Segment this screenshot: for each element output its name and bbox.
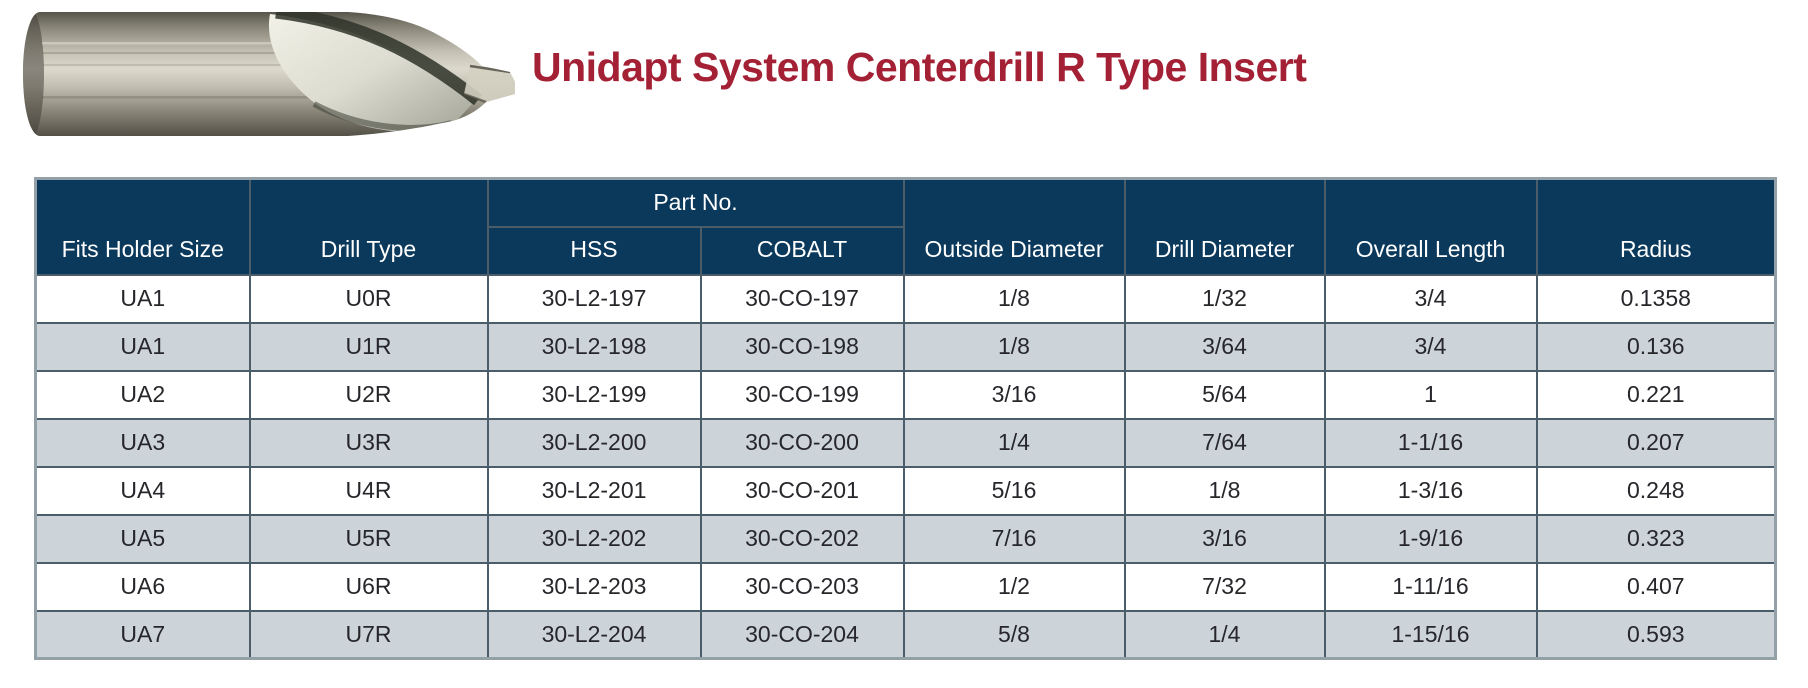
table-cell: 0.407 [1535, 561, 1777, 612]
table-cell: 1/8 [902, 321, 1126, 372]
table-cell: 7/32 [1123, 561, 1326, 612]
table-cell: 0.207 [1535, 417, 1777, 468]
table-cell: 30-L2-199 [486, 369, 702, 420]
table-cell: UA2 [34, 369, 251, 420]
table-cell: 1/4 [902, 417, 1126, 468]
table-cell: 30-L2-198 [486, 321, 702, 372]
col-header-drill-diameter: Drill Diameter [1123, 177, 1326, 276]
table-cell: 1/8 [1123, 465, 1326, 516]
table-cell: UA5 [34, 513, 251, 564]
table-cell: 7/16 [902, 513, 1126, 564]
table-cell: UA1 [34, 321, 251, 372]
table-cell: UA1 [34, 273, 251, 324]
table-cell: 30-CO-204 [699, 609, 905, 660]
col-header-drill-type: Drill Type [248, 177, 489, 276]
table-cell: UA7 [34, 609, 251, 660]
table-cell: 0.221 [1535, 369, 1777, 420]
table-cell: 7/64 [1123, 417, 1326, 468]
col-header-overall-length: Overall Length [1323, 177, 1538, 276]
table-cell: 1-3/16 [1323, 465, 1538, 516]
table-cell: U3R [248, 417, 489, 468]
table-row: UA1 U1R 30-L2-198 30-CO-198 1/8 3/64 3/4 0.136 [34, 321, 1777, 372]
centerdrill-product-photo [18, 8, 520, 140]
table-row: UA7 U7R 30-L2-204 30-CO-204 5/8 1/4 1-15/16 0.5… [34, 609, 1777, 660]
table-cell: 1-9/16 [1323, 513, 1538, 564]
table-cell: 30-CO-203 [699, 561, 905, 612]
table-cell: 30-CO-201 [699, 465, 905, 516]
table-cell: U6R [248, 561, 489, 612]
table-cell: 30-L2-202 [486, 513, 702, 564]
table-cell: UA4 [34, 465, 251, 516]
table-cell: 0.323 [1535, 513, 1777, 564]
table-cell: 0.136 [1535, 321, 1777, 372]
col-header-hss: HSS [486, 225, 702, 276]
table-cell: 1-11/16 [1323, 561, 1538, 612]
table-cell: U2R [248, 369, 489, 420]
table-row: UA6 U6R 30-L2-203 30-CO-203 1/2 7/32 1-11/16 0.… [34, 561, 1777, 612]
col-header-cobalt: COBALT [699, 225, 905, 276]
table-header: Fits Holder Size Drill Type Part No. Out… [34, 177, 1777, 276]
table-cell: 5/8 [902, 609, 1126, 660]
table-cell: 30-L2-197 [486, 273, 702, 324]
table-cell: U4R [248, 465, 489, 516]
table-cell: 0.1358 [1535, 273, 1777, 324]
table-cell: 1/8 [902, 273, 1126, 324]
table-cell: 0.593 [1535, 609, 1777, 660]
table-cell: 30-L2-201 [486, 465, 702, 516]
table-cell: U5R [248, 513, 489, 564]
table-cell: 3/16 [1123, 513, 1326, 564]
centerdrill-photo-illustration [23, 12, 515, 136]
table-cell: 3/4 [1323, 321, 1538, 372]
table-cell: 1/2 [902, 561, 1126, 612]
table-cell: 3/16 [902, 369, 1126, 420]
table-body: UA1 U0R 30-L2-197 30-CO-197 1/8 1/32 3/4 0.1358… [34, 273, 1777, 660]
col-header-fits-holder-size: Fits Holder Size [34, 177, 251, 276]
table-cell: 3/64 [1123, 321, 1326, 372]
table-cell: 1/4 [1123, 609, 1326, 660]
col-header-radius: Radius [1535, 177, 1777, 276]
table-cell: UA3 [34, 417, 251, 468]
spec-table: Fits Holder Size Drill Type Part No. Out… [34, 177, 1777, 660]
table-row: UA5 U5R 30-L2-202 30-CO-202 7/16 3/16 1-9/16 0.… [34, 513, 1777, 564]
table-cell: 30-L2-203 [486, 561, 702, 612]
table-cell: 30-L2-204 [486, 609, 702, 660]
table-cell: 5/64 [1123, 369, 1326, 420]
table-row: UA3 U3R 30-L2-200 30-CO-200 1/4 7/64 1-1/16 0.2… [34, 417, 1777, 468]
table-cell: 5/16 [902, 465, 1126, 516]
table-row: UA1 U0R 30-L2-197 30-CO-197 1/8 1/32 3/4 0.1358 [34, 273, 1777, 324]
table-cell: 30-CO-200 [699, 417, 905, 468]
page-title: Unidapt System Centerdrill R Type Insert [532, 44, 1307, 90]
table-cell: 30-CO-197 [699, 273, 905, 324]
table-row: UA2 U2R 30-L2-199 30-CO-199 3/16 5/64 1 0.221 [34, 369, 1777, 420]
col-header-outside-diameter: Outside Diameter [902, 177, 1126, 276]
table-cell: U7R [248, 609, 489, 660]
table-row: UA4 U4R 30-L2-201 30-CO-201 5/16 1/8 1-3/16 0.2… [34, 465, 1777, 516]
table-cell: 0.248 [1535, 465, 1777, 516]
table-cell: 1-1/16 [1323, 417, 1538, 468]
table-cell: 1/32 [1123, 273, 1326, 324]
table-cell: 1-15/16 [1323, 609, 1538, 660]
table-cell: 30-L2-200 [486, 417, 702, 468]
table-cell: U0R [248, 273, 489, 324]
table-cell: 30-CO-199 [699, 369, 905, 420]
table-cell: 1 [1323, 369, 1538, 420]
table-cell: UA6 [34, 561, 251, 612]
table-cell: 30-CO-198 [699, 321, 905, 372]
col-group-header-part-no: Part No. [486, 177, 905, 228]
table-cell: U1R [248, 321, 489, 372]
table-cell: 30-CO-202 [699, 513, 905, 564]
table-cell: 3/4 [1323, 273, 1538, 324]
